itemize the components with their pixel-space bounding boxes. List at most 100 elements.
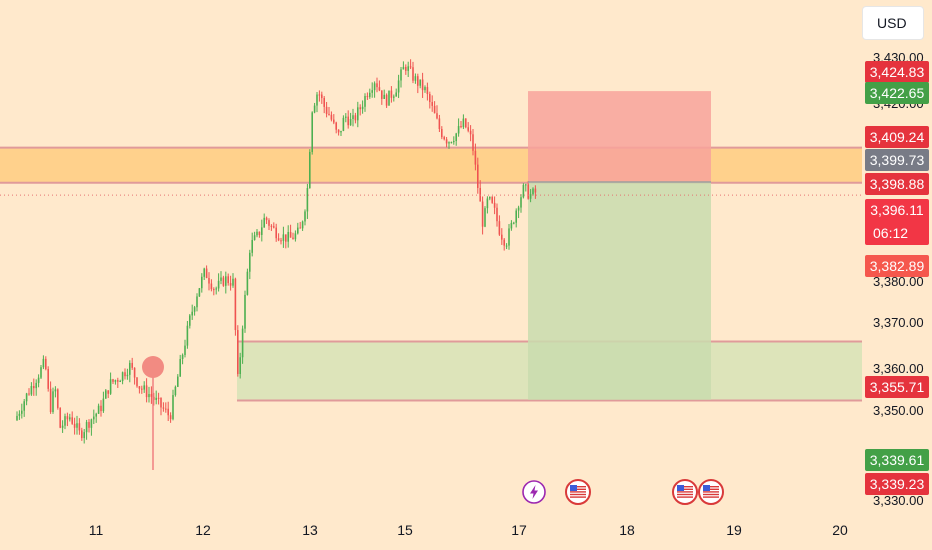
flag-stripe [677,491,693,493]
candle-body [193,307,196,312]
candle [258,231,261,238]
candle-body [273,226,275,228]
candle [481,196,484,235]
candle-body [445,139,448,144]
candle [138,386,141,394]
candle [510,220,513,231]
candle-body [393,96,395,98]
candle-body [100,405,102,412]
currency-button[interactable]: USD [862,6,924,40]
candle-body [107,390,109,394]
candle [285,234,287,249]
candle-body [289,232,292,238]
y-tick-label: 3,380.00 [873,274,924,289]
resistance-zone [0,147,862,183]
candle [309,149,311,189]
candle-body [37,377,40,383]
candle-body [383,94,385,99]
candle-body [172,395,174,420]
candle [289,224,292,238]
candle-body [424,87,426,91]
candle [191,304,193,320]
candle [215,286,217,295]
candle-body [285,234,287,242]
candle-body [517,207,520,211]
candle [493,196,496,215]
candle-body [397,80,400,93]
candle-body [342,117,345,131]
candle-body [227,276,229,284]
candle-body [263,217,265,228]
candle-body [414,76,417,81]
candle-body [385,94,388,106]
candle-body [33,386,35,389]
candle-body [205,268,208,278]
x-tick-label: 20 [832,522,848,538]
candle [340,130,342,136]
flag-stripe [703,486,719,488]
candle [61,420,64,433]
candle [270,224,273,231]
candle-body [417,76,419,86]
currency-label: USD [877,15,907,31]
candle-body [354,115,357,121]
candle-body [309,151,311,189]
candle-body [191,311,193,316]
candle [143,381,145,393]
candle [393,94,395,102]
candle-body [407,66,409,71]
candle [441,126,443,140]
candle [83,429,85,444]
candle [90,418,93,436]
candle [78,418,81,435]
candle [121,371,124,385]
time-axis[interactable]: 11 12 13 15 17 18 19 20 [89,522,848,538]
candle-body [258,231,261,235]
candle-body [513,222,515,224]
price-tag-label: 3,396.11 [870,202,924,218]
candle-body [448,142,450,144]
price-tag: 3,398.88 [865,173,929,195]
candle [390,86,393,103]
price-axis[interactable]: 3,430.003,420.003,380.003,370.003,360.00… [873,50,924,508]
candle-body [239,357,241,374]
flag-stripe [570,486,586,488]
candle-body [373,83,376,91]
candle-body [347,116,349,126]
candle-body [453,140,455,143]
candle-body [95,413,97,417]
candle-body [131,362,133,368]
flag-stripe [677,493,693,496]
candle [472,129,474,156]
candle [294,230,297,242]
price-tag-label: 3,339.23 [870,476,925,492]
candle [378,80,381,92]
candle-body [405,66,407,71]
candle [66,412,69,427]
candle [517,205,520,219]
candle-body [280,240,282,242]
candle [112,378,114,385]
lightning-event-icon [522,480,546,504]
candle-body [349,118,352,126]
candle-body [61,425,64,428]
candle-body [121,372,124,382]
candle-body [179,359,181,377]
candle-body [361,106,364,110]
price-tag-bg [865,255,929,277]
candle [460,120,462,129]
candle [268,218,270,231]
candle-body [345,116,347,118]
flag-stripe [703,496,719,498]
flag-stripe [570,491,586,493]
candle-body [169,415,172,420]
candle [208,272,210,291]
candle-body [460,126,462,128]
flag-canton [677,485,684,491]
candle [198,287,201,297]
candle [59,407,61,429]
price-tag-bg [865,449,929,471]
candle [426,82,429,101]
